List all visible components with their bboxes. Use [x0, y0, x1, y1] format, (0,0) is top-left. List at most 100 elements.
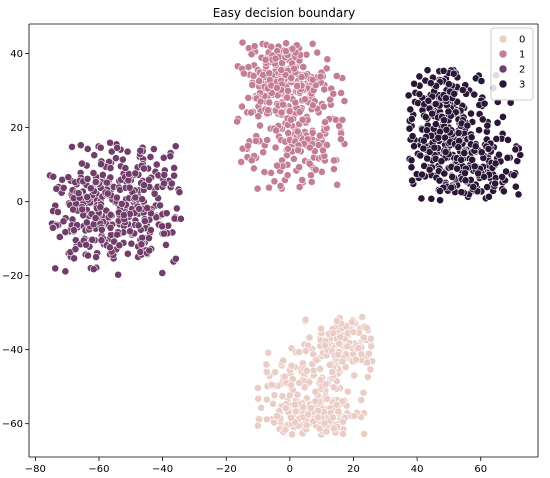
data-point [343, 342, 352, 351]
data-point [288, 430, 297, 439]
data-point [282, 39, 290, 48]
data-point [55, 233, 64, 241]
data-point [338, 397, 347, 406]
data-point [267, 42, 276, 51]
data-point [323, 394, 331, 403]
data-point [308, 39, 317, 48]
data-point [126, 227, 134, 236]
data-point [115, 241, 124, 250]
data-point [410, 79, 419, 88]
data-point [307, 171, 315, 180]
data-point [271, 54, 280, 63]
series-1 [233, 38, 349, 193]
data-point [281, 47, 290, 56]
data-point [305, 159, 314, 168]
data-point [86, 184, 95, 193]
data-point [288, 44, 297, 53]
data-point [149, 145, 158, 153]
data-point [295, 183, 304, 191]
data-point [480, 172, 488, 181]
data-point [352, 355, 360, 364]
data-point [287, 74, 296, 82]
data-point [423, 154, 432, 163]
data-point [514, 190, 523, 199]
data-point [430, 143, 439, 152]
data-point [119, 211, 128, 219]
data-point [70, 254, 79, 263]
legend: 0 1 2 3 [490, 27, 534, 101]
data-point [359, 333, 368, 342]
data-point [414, 99, 422, 107]
data-point [287, 115, 295, 124]
data-point [406, 105, 415, 114]
data-point [333, 180, 342, 189]
data-point [332, 401, 341, 409]
data-point [350, 411, 359, 420]
data-point [264, 348, 273, 357]
data-point [308, 128, 317, 137]
data-point [290, 155, 298, 163]
y-tick-label: −20 [2, 271, 23, 282]
data-point [431, 100, 440, 108]
data-point [454, 143, 463, 152]
data-point [323, 55, 332, 64]
data-point [131, 193, 140, 202]
data-point [295, 348, 303, 356]
data-point [160, 179, 168, 188]
data-point [112, 193, 121, 202]
data-point [335, 339, 343, 348]
data-point [280, 372, 289, 381]
data-point [298, 176, 307, 184]
data-point [309, 366, 318, 375]
data-point [96, 203, 105, 212]
data-point [320, 419, 329, 428]
x-tick-label: 60 [474, 464, 487, 475]
data-point [469, 183, 478, 191]
x-tick-label: −20 [216, 464, 237, 475]
data-point [267, 168, 275, 177]
data-point [59, 183, 68, 192]
data-point [408, 132, 417, 141]
data-point [441, 94, 450, 103]
data-point [64, 173, 73, 182]
data-point [428, 109, 437, 118]
data-point [493, 118, 502, 127]
data-point [313, 48, 322, 57]
data-point [330, 165, 338, 173]
data-point [503, 153, 512, 162]
data-point [137, 240, 146, 249]
data-point [262, 415, 271, 424]
data-point [287, 361, 296, 370]
data-point [407, 115, 416, 123]
data-point [290, 64, 299, 73]
data-point [471, 142, 480, 151]
data-point [461, 169, 469, 178]
data-point [424, 96, 433, 105]
data-point [320, 341, 329, 350]
data-point [162, 241, 170, 249]
data-point [311, 387, 320, 396]
data-point [127, 239, 136, 248]
data-point [504, 136, 512, 144]
data-point [287, 381, 296, 390]
data-point [439, 66, 448, 75]
data-point [285, 391, 294, 400]
data-point [415, 72, 424, 81]
data-point [106, 223, 115, 232]
data-point [363, 358, 372, 367]
data-point [283, 86, 292, 95]
data-point [511, 182, 520, 191]
data-point [308, 75, 317, 84]
data-point [478, 115, 487, 124]
data-point [83, 175, 92, 183]
data-point [315, 131, 324, 140]
data-point [334, 407, 343, 416]
data-point [404, 91, 413, 100]
data-point [440, 116, 448, 125]
data-point [150, 189, 159, 198]
data-point [304, 410, 313, 419]
data-point [460, 149, 469, 158]
data-point [267, 380, 276, 389]
data-point [449, 69, 458, 78]
